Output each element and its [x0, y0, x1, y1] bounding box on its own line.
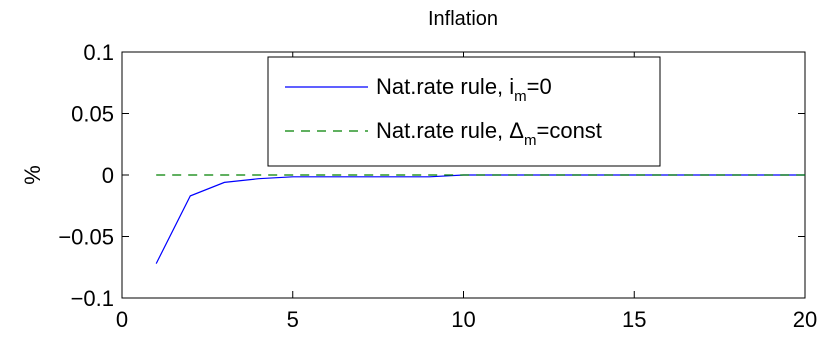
y-tick-label: 0 [102, 163, 114, 188]
y-tick-label: 0.1 [83, 40, 114, 65]
y-tick-label: 0.05 [71, 102, 114, 127]
y-axis-label: % [20, 165, 45, 185]
legend-label-2: Nat.rate rule, Δm=const [376, 118, 602, 149]
x-tick-label: 15 [622, 307, 646, 332]
x-tick-label: 0 [116, 307, 128, 332]
plot-area: 0 5 10 15 20 0.1 0.05 0 −0.05 −0.1 Nat.rate rule, … [58, 40, 817, 332]
x-tick-label: 10 [451, 307, 475, 332]
legend-label-1: Nat.rate rule, im=0 [376, 74, 552, 105]
legend: Nat.rate rule, im=0 Nat.rate rule, Δm=con… [267, 56, 661, 167]
y-tick-label: −0.05 [58, 225, 114, 250]
chart-title: Inflation [428, 8, 498, 30]
series-line-1 [155, 174, 805, 264]
y-tick-label: −0.1 [71, 286, 114, 311]
x-tick-label: 5 [287, 307, 299, 332]
legend-box [267, 56, 661, 167]
x-tick-label: 20 [793, 307, 817, 332]
